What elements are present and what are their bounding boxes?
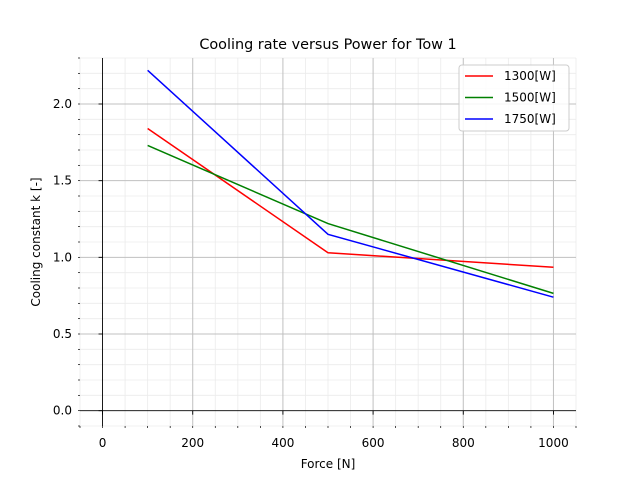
x-tick-label: 1000: [538, 436, 569, 450]
x-tick-label: 200: [181, 436, 204, 450]
tick-labels: 0 200 400 600 800 1000 0.0 0.5 1.0 1.5 2.0: [53, 97, 569, 450]
data-lines: [147, 69, 554, 298]
legend-box: [458, 64, 570, 132]
x-tick-label: 600: [362, 436, 385, 450]
series-line: [147, 127, 554, 269]
x-tick-label: 800: [452, 436, 475, 450]
y-axis-label: Cooling constant k [-]: [29, 177, 43, 306]
axes: [78, 57, 577, 428]
x-tick-label: 0: [99, 436, 107, 450]
series-line: [147, 144, 554, 295]
x-tick-label: 400: [271, 436, 294, 450]
chart-title: Cooling rate versus Power for Tow 1: [199, 37, 456, 53]
legend-label: 1500[W]: [504, 91, 556, 105]
grid-lines: [79, 57, 577, 427]
legend-label: 1300[W]: [504, 69, 556, 83]
y-tick-label: 0.0: [53, 404, 72, 418]
x-axis-label: Force [N]: [301, 457, 356, 471]
y-tick-label: 0.5: [53, 327, 72, 341]
series-line: [147, 69, 554, 298]
legend: 1300[W] 1500[W] 1750[W]: [458, 64, 570, 132]
y-tick-label: 2.0: [53, 97, 72, 111]
y-tick-label: 1.0: [53, 250, 72, 264]
y-tick-label: 1.5: [53, 174, 72, 188]
legend-label: 1750[W]: [504, 112, 556, 126]
